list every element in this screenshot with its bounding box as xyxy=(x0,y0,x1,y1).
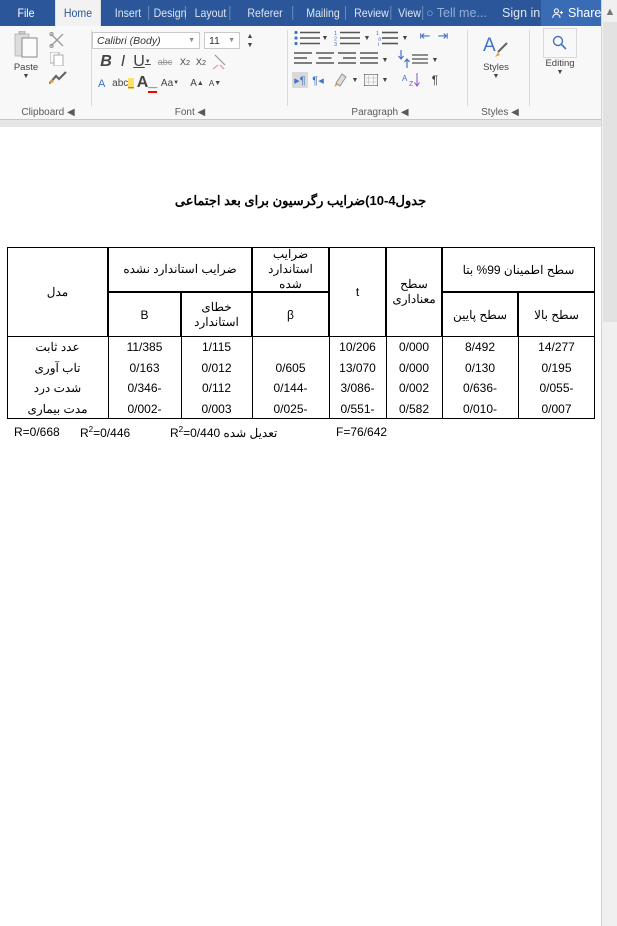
svg-text:3: 3 xyxy=(334,42,337,46)
svg-text:i: i xyxy=(378,42,379,46)
svg-text:A: A xyxy=(483,35,496,56)
svg-text:Z: Z xyxy=(409,81,414,88)
svg-text:A: A xyxy=(402,74,408,83)
svg-text:A: A xyxy=(98,78,106,90)
